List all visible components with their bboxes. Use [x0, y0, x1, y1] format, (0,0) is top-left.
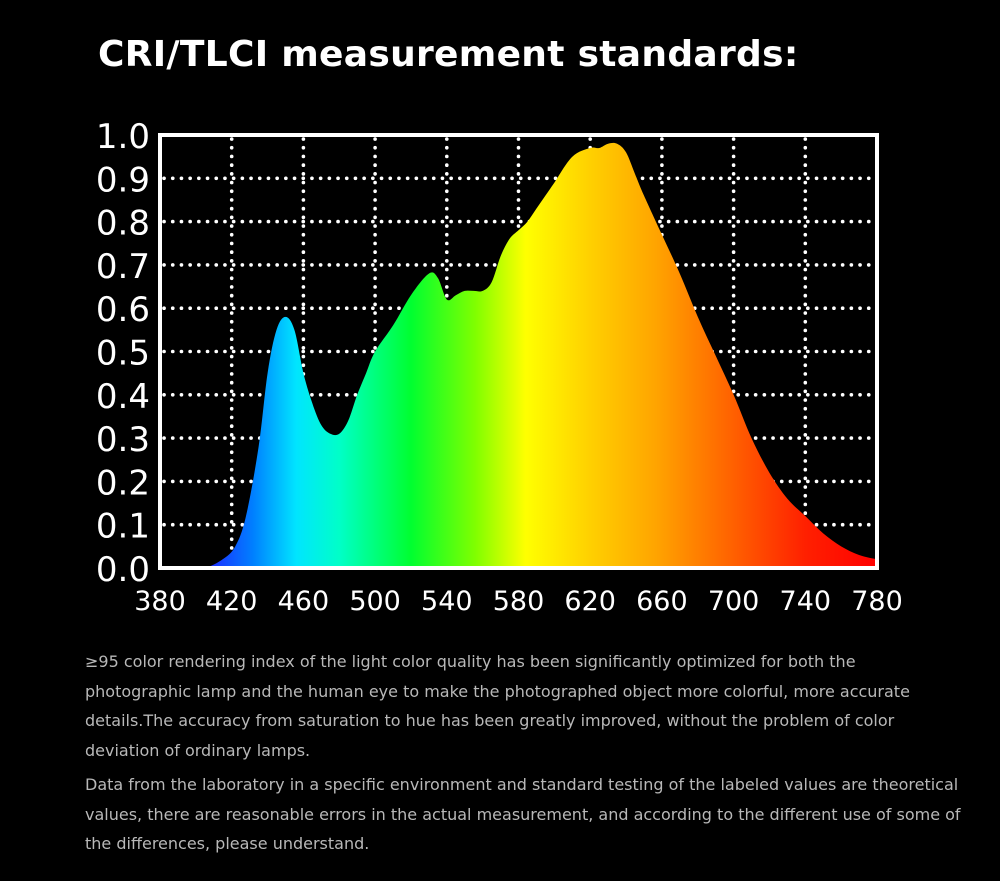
spectrum-curve-area — [160, 142, 877, 569]
y-tick-label: 0.7 — [96, 247, 150, 287]
description-paragraph-2: Data from the laboratory in a specific e… — [85, 775, 961, 853]
y-axis-ticks: 1.00.90.80.70.60.50.40.30.20.10.0 — [96, 117, 150, 590]
x-tick-label: 620 — [564, 586, 616, 617]
x-tick-label: 500 — [349, 586, 401, 617]
y-tick-label: 0.3 — [96, 420, 150, 460]
plot-frame — [158, 133, 879, 570]
y-tick-label: 0.2 — [96, 463, 150, 503]
y-tick-label: 0.8 — [96, 204, 150, 244]
description-paragraph-1: ≥95 color rendering index of the light c… — [85, 652, 910, 760]
y-tick-label: 0.1 — [96, 507, 150, 547]
y-tick-label: 0.0 — [96, 550, 150, 590]
spectrum-chart: 1.00.90.80.70.60.50.40.30.20.10.0 380 420… — [96, 117, 903, 617]
page-title: CRI/TLCI measurement standards: — [98, 34, 799, 75]
x-tick-label: 540 — [421, 586, 473, 617]
x-tick-label: 460 — [278, 586, 330, 617]
x-tick-label: 780 — [851, 586, 903, 617]
y-tick-label: 1.0 — [96, 117, 150, 157]
y-tick-label: 0.6 — [96, 290, 150, 330]
x-tick-label: 700 — [708, 586, 760, 617]
x-tick-label: 740 — [780, 586, 832, 617]
y-tick-label: 0.9 — [96, 160, 150, 200]
x-axis-ticks: 380 420 460 500 540 580 620 660 700 740 780 — [134, 586, 903, 617]
y-tick-label: 0.5 — [96, 334, 150, 374]
y-tick-label: 0.4 — [96, 377, 150, 417]
x-tick-label: 420 — [206, 586, 258, 617]
x-tick-label: 660 — [636, 586, 688, 617]
x-tick-label: 580 — [493, 586, 545, 617]
x-tick-label: 380 — [134, 586, 186, 617]
